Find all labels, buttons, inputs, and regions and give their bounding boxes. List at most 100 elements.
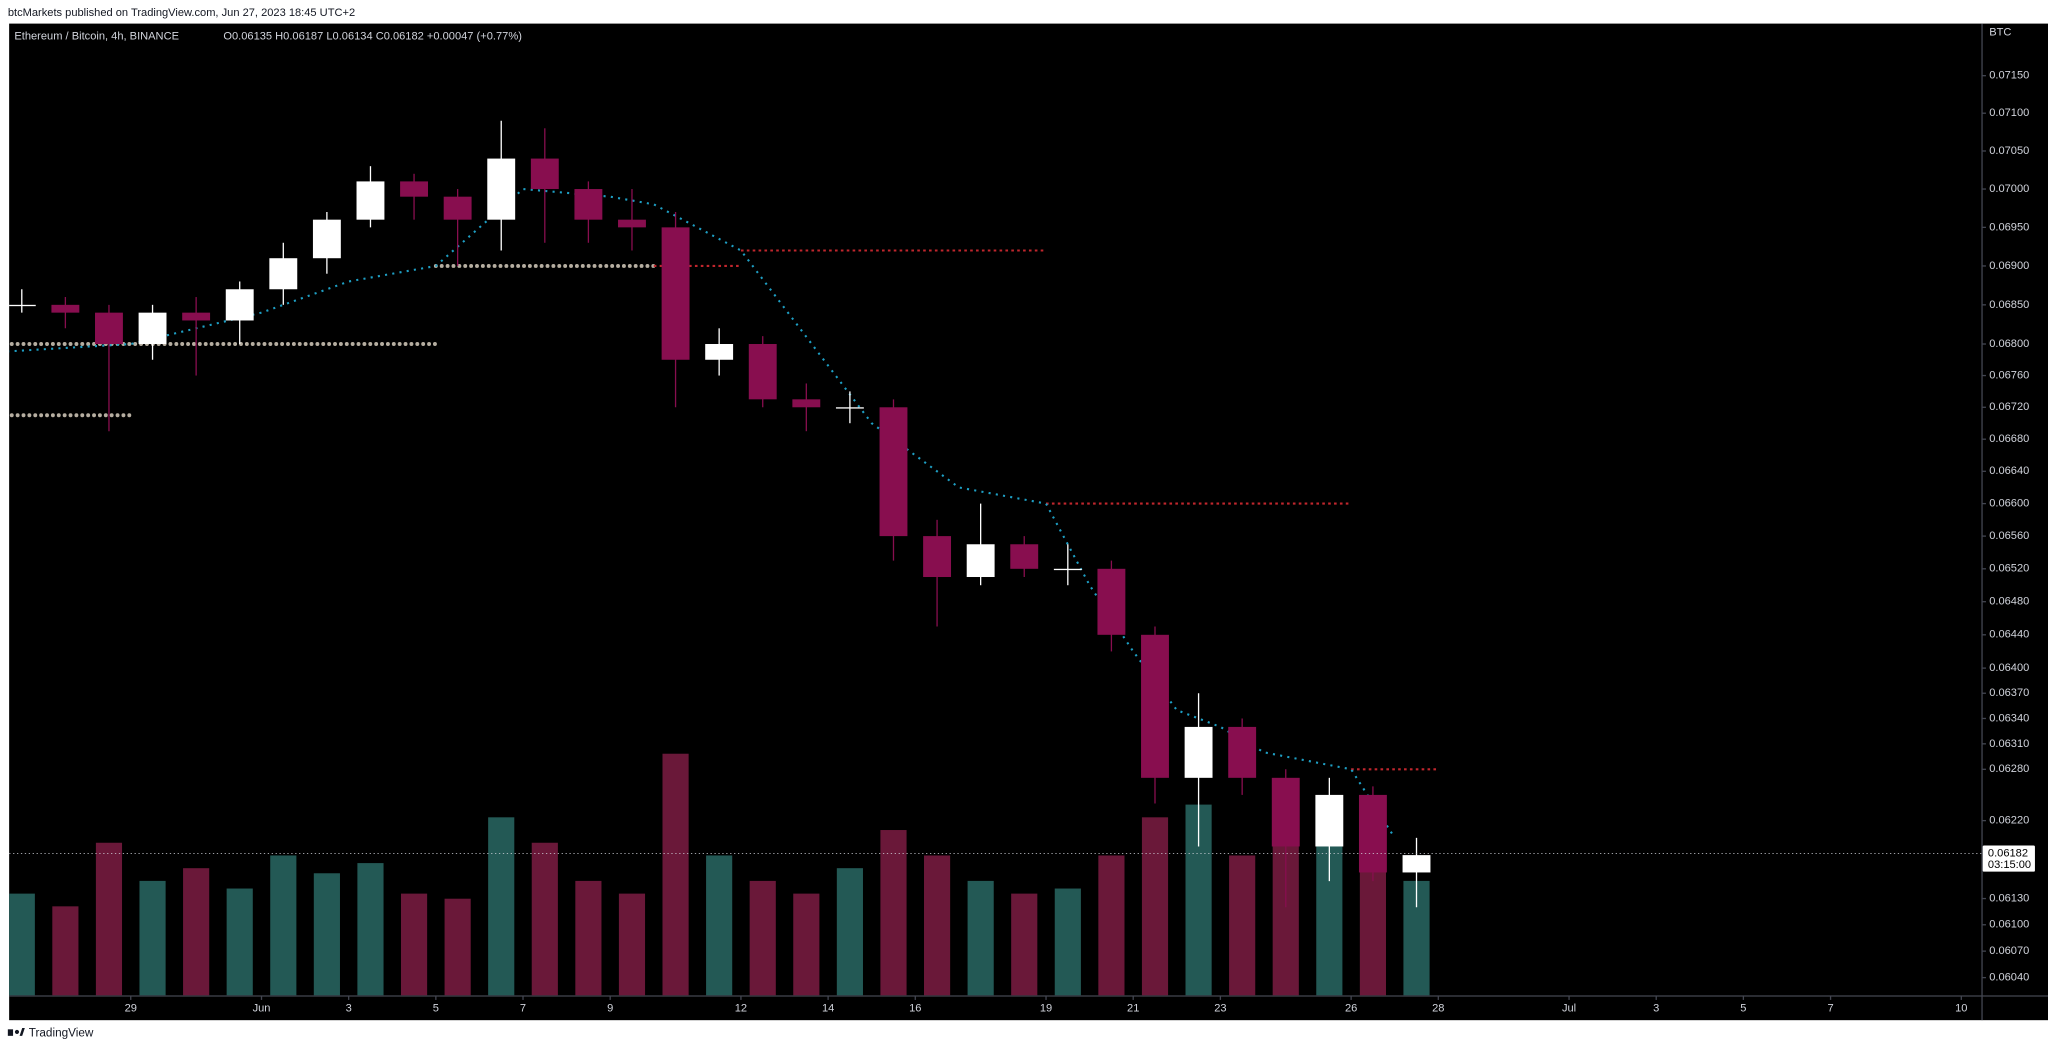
currency-label: BTC: [1989, 27, 2011, 39]
y-tick-label: 0.06400: [1989, 662, 2029, 674]
candle-body: [9, 304, 36, 307]
y-tick-label: 0.06310: [1989, 738, 2029, 750]
candle-body: [51, 304, 80, 313]
y-tick-label: 0.06850: [1989, 299, 2029, 311]
ohlc-readout: O0.06135 H0.06187 L0.06134 C0.06182 +0.0…: [223, 31, 522, 43]
logo-mark: [19, 1028, 25, 1036]
x-tick-label: 5: [1740, 1002, 1746, 1014]
y-tick-label: 0.06370: [1989, 687, 2029, 699]
x-tick-label: 16: [909, 1002, 921, 1014]
x-tick-label: Jul: [1562, 1002, 1576, 1014]
x-tick-label: 7: [1827, 1002, 1833, 1014]
x-tick-label: 28: [1432, 1002, 1444, 1014]
candle-body: [487, 158, 516, 220]
candle-body: [1228, 726, 1257, 778]
candle-body: [138, 312, 167, 345]
x-tick-label: 26: [1345, 1002, 1357, 1014]
volume-bar: [706, 855, 733, 996]
volume-bar: [488, 817, 515, 996]
volume-bar: [95, 842, 123, 996]
last-price-label: 0.06182: [1988, 847, 2028, 859]
volume-bar: [1229, 855, 1256, 996]
x-tick-label: 12: [735, 1002, 747, 1014]
volume-bar: [9, 893, 35, 996]
footer-logo: [7, 1028, 25, 1036]
plot: [9, 120, 1982, 996]
logo-mark: [7, 1029, 14, 1036]
y-tick-label: 0.06100: [1989, 919, 2029, 931]
candle-body: [356, 181, 385, 220]
candle-body: [400, 181, 429, 197]
volume-bar: [1141, 817, 1169, 996]
x-tick-label: 21: [1127, 1002, 1139, 1014]
x-tick-label: 14: [822, 1002, 834, 1014]
y-tick-label: 0.06560: [1989, 530, 2029, 542]
volume-bar: [226, 888, 253, 996]
candle-body: [95, 312, 123, 345]
volume-bar: [444, 898, 471, 996]
candle-body: [1271, 777, 1300, 847]
y-tick-label: 0.06950: [1989, 221, 2029, 233]
candle-body: [1358, 794, 1387, 873]
candle-body: [574, 189, 603, 220]
volume-bar: [967, 880, 994, 996]
y-tick-label: 0.06440: [1989, 629, 2029, 641]
x-tick-label: 5: [433, 1002, 439, 1014]
x-tick-label: 29: [125, 1002, 137, 1014]
volume-bar: [52, 906, 79, 996]
candle-body: [792, 399, 821, 408]
y-tick-label: 0.07050: [1989, 145, 2029, 157]
y-tick-label: 0.06220: [1989, 815, 2029, 827]
volume-bar: [880, 830, 907, 996]
countdown-label: 03:15:00: [1988, 859, 2031, 871]
candle-body: [530, 158, 559, 190]
x-tick-label: 7: [520, 1002, 526, 1014]
last-price-box: [1982, 845, 2035, 872]
candle-body: [443, 196, 472, 220]
candle-body: [923, 536, 952, 578]
volume-bar: [618, 893, 646, 996]
volume-bar: [575, 880, 602, 996]
candle-body: [748, 344, 777, 400]
y-tick-label: 0.06070: [1989, 945, 2029, 957]
y-tick-label: 0.06480: [1989, 596, 2029, 608]
volume-bar: [1054, 888, 1081, 996]
volume-bar: [1098, 855, 1125, 996]
y-tick-label: 0.07000: [1989, 183, 2029, 195]
y-tick-label: 0.06040: [1989, 972, 2029, 984]
volume-bar: [662, 753, 689, 996]
x-tick-label: 3: [346, 1002, 352, 1014]
x-tick-label: 9: [607, 1002, 613, 1014]
candle-body: [879, 407, 908, 537]
candle-body: [661, 227, 690, 360]
logo-mark: [14, 1029, 20, 1035]
candle-body: [1010, 544, 1039, 569]
candle-body: [1097, 568, 1126, 635]
y-tick-label: 0.06600: [1989, 498, 2029, 510]
x-tick-label: Jun: [253, 1002, 271, 1014]
y-tick-label: 0.06520: [1989, 563, 2029, 575]
y-tick-label: 0.06900: [1989, 260, 2029, 272]
y-tick-label: 0.06800: [1989, 338, 2029, 350]
volume-bar: [749, 880, 776, 996]
candle-body: [1184, 726, 1213, 778]
y-tick-label: 0.06720: [1989, 401, 2029, 413]
volume-bar: [270, 855, 297, 996]
volume-bar: [400, 893, 428, 996]
candle-body: [182, 312, 211, 321]
volume-bar: [183, 868, 210, 996]
x-tick-label: 10: [1955, 1002, 1967, 1014]
y-tick-label: 0.06640: [1989, 465, 2029, 477]
candle-body: [618, 219, 646, 228]
y-tick-label: 0.06760: [1989, 369, 2029, 381]
volume-bar: [357, 863, 384, 996]
volume-bar: [1011, 893, 1038, 996]
volume-bar: [531, 842, 558, 996]
candle-body: [1315, 794, 1344, 847]
chart-area: [9, 23, 2048, 1021]
volume-bar: [836, 868, 863, 996]
volume-bar: [923, 855, 951, 996]
candle-body: [705, 344, 734, 360]
candle-body: [1141, 634, 1169, 778]
